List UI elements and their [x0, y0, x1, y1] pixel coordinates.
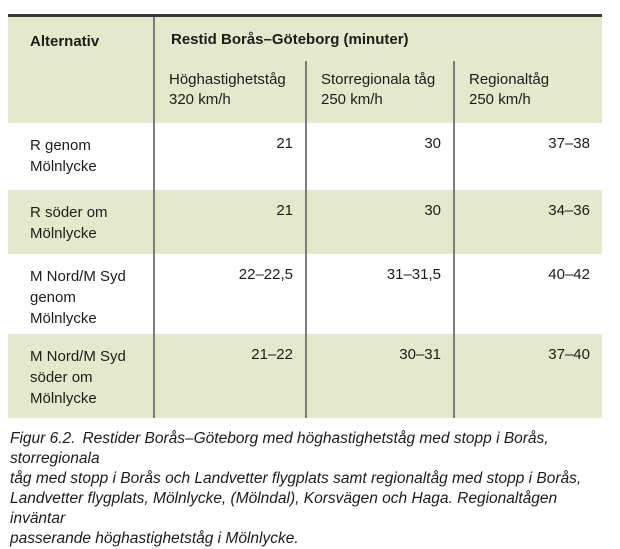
table-row: R genom Mölnlycke 21 30 37–38	[8, 123, 602, 190]
column-header-regionaltag: Regionaltåg 250 km/h	[453, 61, 602, 123]
cell-value: 21	[276, 135, 293, 152]
table-row: R söder om Mölnlycke 21 30 34–36	[8, 190, 602, 254]
row-label: M Nord/M Syd söder om Mölnlycke	[8, 334, 155, 418]
cell-value: 40–42	[453, 254, 602, 334]
column-header-hoghastighetstag: Höghastighetståg 320 km/h	[169, 71, 286, 108]
column-header-storregionala: Storregionala tåg 250 km/h	[305, 61, 453, 123]
table-header-row-sub: Höghastighetståg 320 km/h Storregionala …	[8, 61, 602, 123]
column-header-restid-span: Restid Borås–Göteborg (minuter)	[171, 31, 409, 48]
table-row: M Nord/M Syd genom Mölnlycke 22–22,5 31–…	[8, 254, 602, 334]
cell-value: 30	[305, 123, 453, 190]
row-label: M Nord/M Syd genom Mölnlycke	[8, 254, 155, 334]
table-row: M Nord/M Syd söder om Mölnlycke 21–22 30…	[8, 334, 602, 418]
figure-caption-number: Figur 6.2.	[10, 430, 76, 447]
cell-value: 21–22	[251, 346, 293, 363]
cell-value: 30	[305, 190, 453, 254]
figure-caption-text: Restider Borås–Göteborg med höghastighet…	[10, 430, 582, 547]
cell-value: 37–38	[453, 123, 602, 190]
row-label: R genom Mölnlycke	[8, 123, 155, 190]
cell-value: 37–40	[453, 334, 602, 418]
cell-value: 22–22,5	[238, 266, 293, 283]
cell-value: 34–36	[453, 190, 602, 254]
travel-time-table: Alternativ Restid Borås–Göteborg (minute…	[8, 14, 602, 418]
column-header-alternativ: Alternativ	[8, 17, 155, 61]
cell-value: 21	[276, 202, 293, 219]
figure-caption: Figur 6.2. Restider Borås–Göteborg med hö…	[10, 429, 614, 549]
table-header-row-main: Alternativ Restid Borås–Göteborg (minute…	[8, 17, 602, 61]
row-label: R söder om Mölnlycke	[8, 190, 155, 254]
cell-value: 30–31	[305, 334, 453, 418]
cell-value: 31–31,5	[305, 254, 453, 334]
subheader-spacer	[8, 61, 155, 123]
